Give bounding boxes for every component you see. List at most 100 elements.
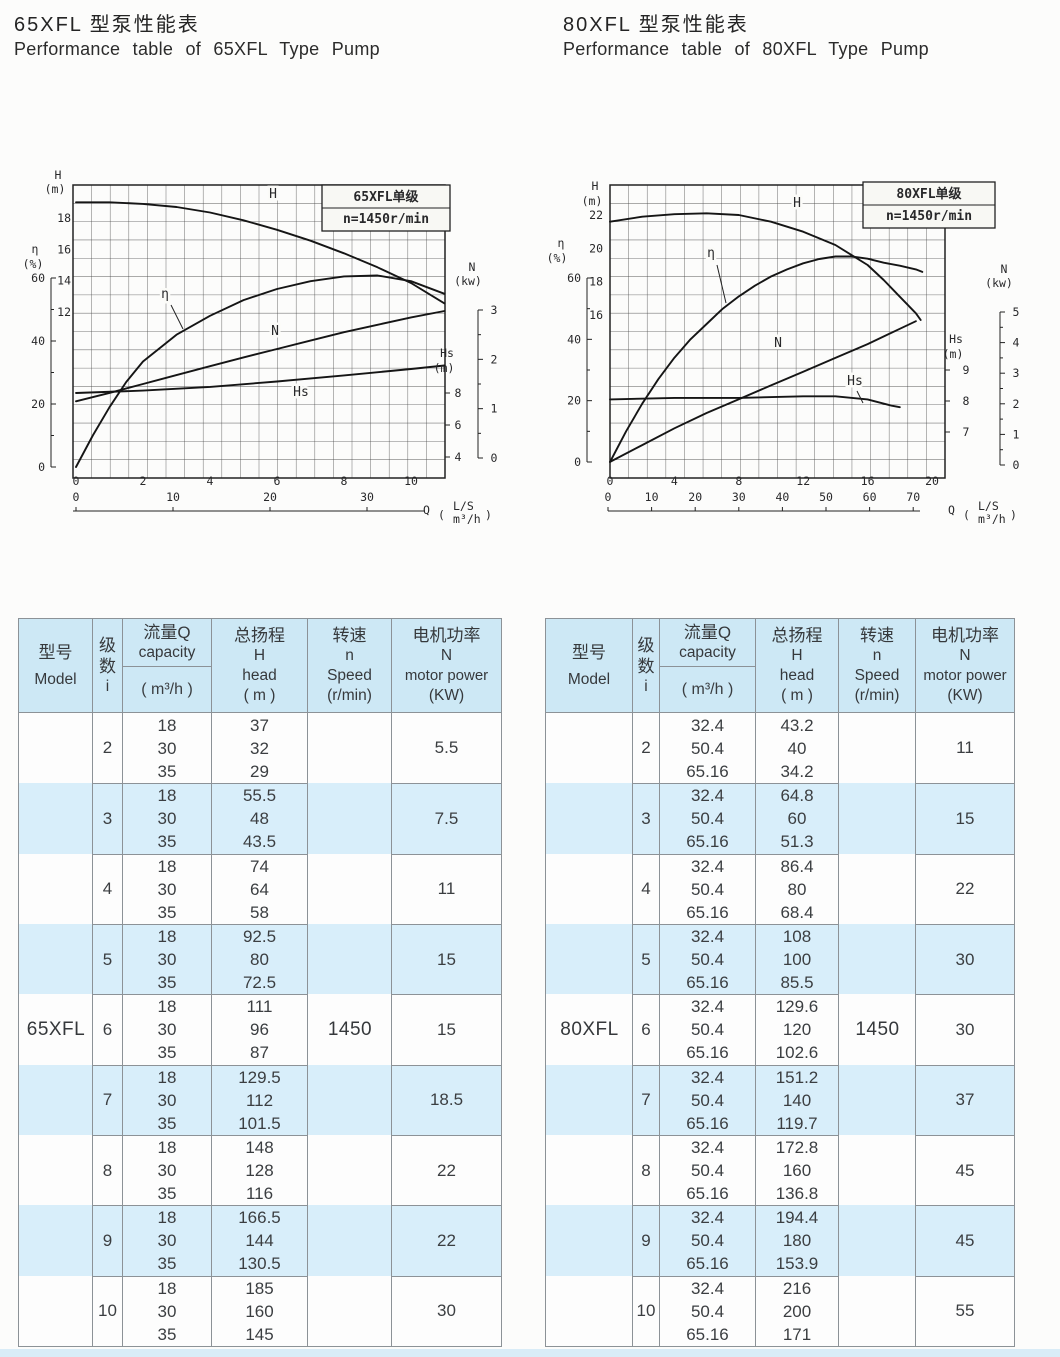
head-cell: 74 64 58 (212, 853, 308, 924)
head-value: 60 (787, 809, 807, 829)
capacity-cell: 32.4 50.4 65.16 (660, 923, 756, 995)
header-model-zh: 型号 (572, 642, 606, 662)
header-speed: 转速 n Speed (r/min) (839, 619, 916, 712)
stages-cell: 8 (633, 1134, 660, 1206)
header-head-sym: H (791, 647, 803, 664)
curve-N (75, 310, 446, 403)
chart-title-box: 80XFL单级 n=1450r/min (862, 181, 996, 229)
svg-text:m³/h: m³/h (978, 512, 1006, 526)
page-title-en-80: Performance table of 80XFL Type Pump (563, 39, 929, 59)
chart-title: 65XFL单级 (353, 189, 419, 205)
capacity-value: 65.16 (686, 1113, 729, 1133)
svg-text:(m): (m) (943, 347, 964, 361)
head-value: 74 (250, 856, 269, 876)
head-value: 100 (782, 950, 812, 970)
section-65xfl: 65XFL 型泵性能表 Performance table of 65XFL T… (14, 14, 502, 1347)
capacity-value: 18 (157, 715, 177, 735)
capacity-cell: 32.4 50.4 65.16 (660, 1205, 756, 1276)
capacity-value: 18 (157, 997, 177, 1017)
capacity-value: 65.16 (686, 832, 729, 852)
svg-text:0: 0 (607, 474, 614, 488)
head-value: 96 (250, 1020, 269, 1040)
svg-text:2: 2 (140, 474, 147, 488)
head-cell: 111 96 87 (212, 994, 308, 1065)
head-value: 29 (250, 761, 269, 781)
head-value: 200 (782, 1301, 812, 1321)
svg-text:): ) (485, 508, 492, 522)
svg-text:N: N (1001, 262, 1008, 276)
header-model-en: Model (567, 670, 611, 688)
capacity-value: 50.4 (690, 1231, 725, 1251)
capacity-value: 32.4 (690, 997, 725, 1017)
header-head: 总扬程 H head ( m ) (756, 619, 839, 712)
axis-eta: η(%)60 40 20 0 (25, 242, 56, 474)
speed-cell-spacer (308, 994, 392, 1065)
svg-text:7: 7 (963, 425, 970, 439)
model-cell-spacer (546, 1275, 633, 1346)
capacity-value: 30 (157, 809, 177, 829)
head-value: 108 (782, 927, 812, 947)
svg-text:(m): (m) (45, 182, 66, 196)
row-group-i5: 5 32.4 50.4 65.16 108 100 85.5 30 (546, 923, 1014, 995)
capacity-value: 30 (157, 738, 177, 758)
power-cell: 15 (392, 994, 501, 1064)
curve-H (609, 212, 922, 321)
svg-text:30: 30 (360, 490, 374, 504)
header-head-en: head (242, 667, 277, 684)
row-group-i6: 6 18 30 35 111 96 87 15 (19, 994, 501, 1065)
capacity-value: 35 (157, 1043, 177, 1063)
svg-text:(kw): (kw) (454, 274, 482, 288)
capacity-value: 50.4 (690, 1020, 725, 1040)
svg-text:H: H (592, 179, 599, 193)
head-value: 64 (250, 879, 269, 899)
label-leader-Hs (856, 390, 864, 404)
capacity-value: 50.4 (690, 1301, 725, 1321)
header-capacity: 流量Q capacity ( m³/h ) (123, 619, 212, 712)
head-cell: 172.8 160 136.8 (756, 1134, 839, 1206)
curve-label-Hs: Hs (847, 374, 863, 389)
model-cell-spacer (546, 994, 633, 1065)
label-leader-eta (716, 264, 727, 304)
svg-text:6: 6 (455, 418, 462, 432)
stages-cell: 2 (93, 713, 123, 784)
model-cell-spacer (19, 994, 93, 1065)
capacity-cell: 18 30 35 (123, 1134, 212, 1206)
power-cell: 30 (916, 923, 1014, 994)
row-group-i9: 9 32.4 50.4 65.16 194.4 180 153.9 45 (546, 1205, 1014, 1276)
svg-text:5: 5 (1013, 305, 1020, 319)
capacity-cell: 18 30 35 (123, 713, 212, 784)
stages-cell: 2 (633, 713, 660, 784)
header-speed-zh: 转速 (332, 626, 367, 645)
svg-text:4: 4 (671, 474, 678, 488)
header-capacity-zh: 流量Q (143, 623, 191, 642)
header-head-sym: H (253, 647, 266, 664)
power-cell: 11 (392, 853, 501, 924)
head-value: 32 (250, 738, 269, 758)
capacity-cell: 18 30 35 (123, 1275, 212, 1346)
header-power-unit: (KW) (428, 687, 465, 704)
head-value: 151.2 (775, 1067, 819, 1087)
axis-N: N(kw) 3 2 1 0 (454, 260, 497, 465)
capacity-value: 32.4 (690, 856, 725, 876)
svg-text:10: 10 (404, 474, 418, 488)
stages-cell: 3 (633, 783, 660, 854)
head-value: 216 (782, 1278, 812, 1298)
svg-text:40: 40 (567, 332, 581, 346)
capacity-cell: 32.4 50.4 65.16 (660, 853, 756, 924)
header-speed-en: Speed (854, 667, 900, 684)
power-cell: 11 (956, 738, 974, 758)
svg-text:(kw): (kw) (985, 276, 1013, 290)
header-capacity-en: capacity (679, 644, 736, 661)
svg-text:70: 70 (906, 490, 920, 504)
performance-chart-80xfl: HηNHsH(m)22201816η(%)6040200N(kw)543210H… (547, 179, 1020, 526)
header-speed-sym: n (872, 647, 882, 664)
head-value: 166.5 (238, 1208, 281, 1228)
plot-frame (609, 184, 946, 479)
svg-text:20: 20 (925, 474, 939, 488)
svg-text:20: 20 (688, 490, 702, 504)
header-power-unit: (KW) (947, 687, 983, 704)
svg-text:8: 8 (455, 386, 462, 400)
axis-N: N(kw) 5 4 3 2 1 0 (985, 262, 1019, 472)
svg-text:60: 60 (863, 490, 877, 504)
chart-title-box: 65XFL单级 n=1450r/min (321, 184, 451, 232)
